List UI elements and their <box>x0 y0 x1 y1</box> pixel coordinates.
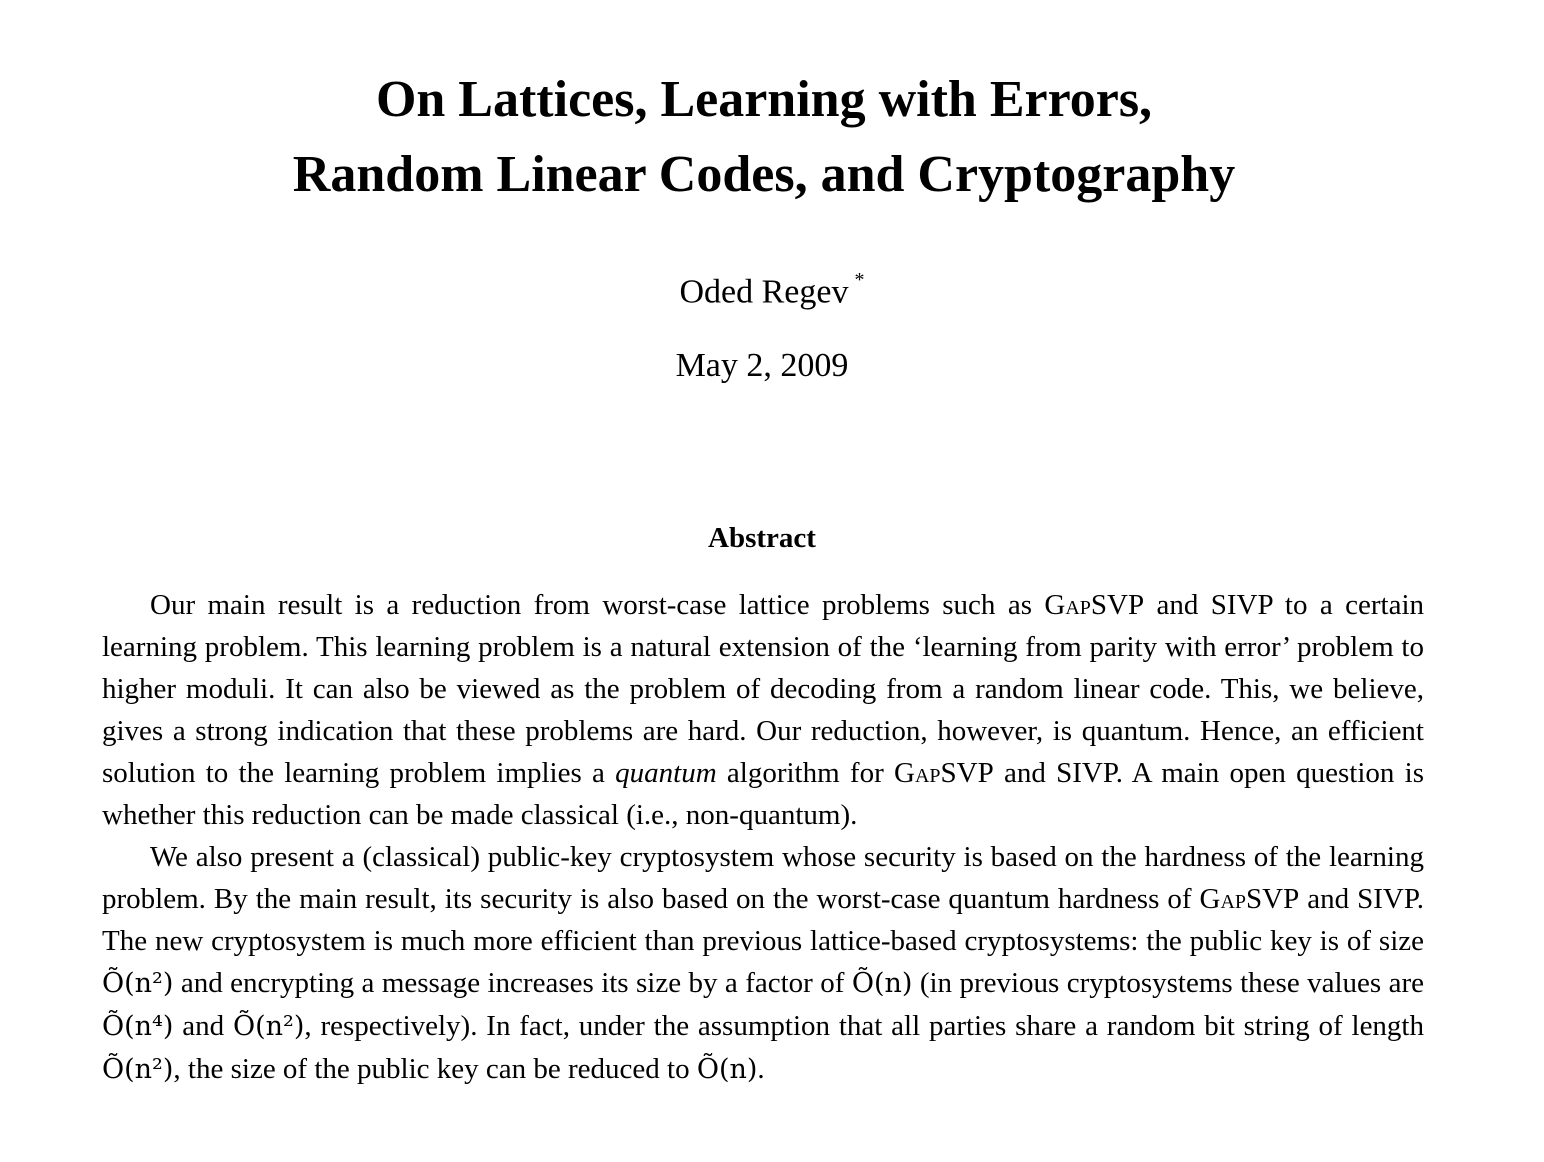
emphasis-quantum: quantum <box>615 757 717 789</box>
paper-title-line-1: On Lattices, Learning with Errors, <box>375 71 1153 128</box>
author: Oded Regev * <box>0 262 1544 314</box>
text-span: , respectively). In fact, under the assu… <box>304 1010 1424 1042</box>
gapsvp-term: GapSVP <box>894 757 994 789</box>
math-expression: Õ(n) <box>696 1054 758 1085</box>
text-span: and SIVP. The new cryptosystem is much m… <box>102 883 1424 957</box>
math-expression: Õ(n⁴) <box>102 1011 174 1042</box>
text-span: Our main result is a reduction from wors… <box>150 589 1045 621</box>
text-span: We also present a (classical) public-key… <box>102 841 1424 915</box>
math-expression: Õ(n) <box>851 968 913 999</box>
text-span: and encrypting a message increases its s… <box>173 967 852 999</box>
math-expression: Õ(n²) <box>102 1054 174 1085</box>
author-footnote-mark: * <box>854 269 865 291</box>
paper-title-line-2: Random Linear Codes, and Cryptography <box>292 146 1236 203</box>
gapsvp-term: GapSVP <box>1199 883 1300 915</box>
text-span: . <box>757 1053 765 1085</box>
text-span: and <box>173 1010 233 1042</box>
abstract-body: Our main result is a reduction from wors… <box>102 584 1424 1091</box>
author-name: Oded Regev <box>679 273 849 311</box>
gapsvp-term: GapSVP <box>1044 589 1145 621</box>
abstract-paragraph-2: We also present a (classical) public-key… <box>102 836 1424 1091</box>
math-expression: Õ(n²) <box>232 1011 305 1042</box>
text-span: algorithm for <box>716 757 894 789</box>
text-span: , the size of the public key can be redu… <box>173 1053 697 1085</box>
text-span: (in previous cryptosystems these values … <box>912 967 1425 999</box>
publication-date: May 2, 2009 <box>675 347 849 384</box>
text-span: and SIVP to a certain learning problem. … <box>102 589 1425 789</box>
text-span: and SIVP. A main open question is whethe… <box>102 757 1424 831</box>
math-expression: Õ(n²) <box>102 968 174 999</box>
abstract-paragraph-1: Our main result is a reduction from wors… <box>102 584 1424 836</box>
abstract-heading: Abstract <box>708 522 816 554</box>
